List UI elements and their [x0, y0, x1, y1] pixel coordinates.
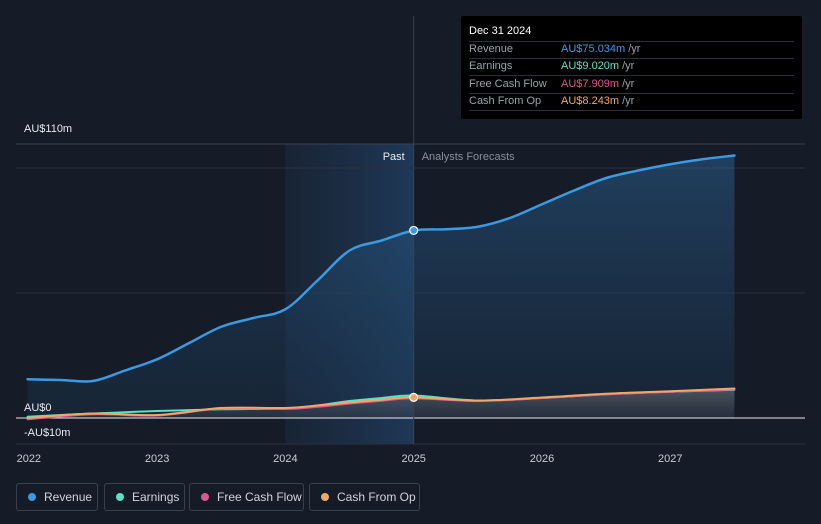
marker-cash-from-op: [409, 392, 419, 402]
tooltip-unit: /yr: [622, 78, 635, 90]
series-line-revenue: [26, 154, 736, 383]
x-tick-label: 2024: [273, 453, 297, 465]
series-line-cash-from-op: [26, 387, 736, 419]
tooltip-divider: [469, 93, 794, 94]
tooltip-value: AU$75.034m: [561, 43, 626, 55]
tooltip-unit: /yr: [628, 43, 641, 55]
legend-label: Revenue: [44, 490, 93, 504]
tooltip-divider: [469, 58, 794, 59]
x-tick-label: 2026: [530, 453, 554, 465]
tooltip-date: Dec 31 2024: [469, 25, 532, 37]
tooltip-value: AU$7.909m: [561, 78, 620, 90]
marker-revenue: [409, 225, 419, 236]
tooltip-value: AU$9.020m: [561, 60, 620, 72]
tooltip-value: AU$8.243m: [561, 95, 620, 107]
legend-dot-icon: [28, 493, 36, 501]
y-tick-label: AU$110m: [24, 123, 72, 135]
x-tick-label: 2023: [145, 453, 169, 465]
tooltip-label: Revenue: [469, 43, 514, 55]
tooltip-label: Free Cash Flow: [469, 78, 547, 90]
x-tick-label: 2027: [658, 453, 682, 465]
legend-label: Free Cash Flow: [217, 490, 302, 504]
tooltip-divider: [469, 110, 794, 111]
tooltip-label: Earnings: [469, 60, 513, 72]
legend-label: Earnings: [132, 490, 180, 504]
tooltip-row-cash-from-op: Cash From Op AU$8.243m/yr: [469, 95, 794, 112]
legend-item-cash-from-op[interactable]: Cash From Op: [309, 483, 420, 511]
legend-dot-icon: [116, 493, 124, 501]
tooltip-unit: /yr: [622, 60, 635, 72]
legend-item-revenue[interactable]: Revenue: [16, 483, 98, 511]
tooltip-label: Cash From Op: [469, 95, 542, 107]
x-tick-label: 2025: [401, 453, 425, 465]
tooltip-row-free-cash-flow: Free Cash Flow AU$7.909m/yr: [469, 78, 794, 95]
past-label: Past: [383, 151, 405, 163]
legend-dot-icon: [321, 493, 329, 501]
revenue-area: [27, 155, 735, 418]
y-tick-label: -AU$10m: [24, 427, 70, 439]
tooltip-divider: [469, 41, 794, 42]
legend-dot-icon: [201, 493, 209, 501]
legend-item-free-cash-flow[interactable]: Free Cash Flow: [189, 483, 304, 511]
legend-label: Cash From Op: [337, 490, 416, 504]
x-tick-label: 2022: [17, 453, 41, 465]
tooltip: Dec 31 2024 Revenue AU$75.034m/yr Earnin…: [461, 16, 802, 119]
tooltip-divider: [469, 75, 794, 76]
tooltip-row-earnings: Earnings AU$9.020m/yr: [469, 60, 794, 77]
y-tick-label: AU$0: [24, 402, 52, 414]
forecast-label: Analysts Forecasts: [422, 151, 515, 163]
tooltip-unit: /yr: [622, 95, 635, 107]
legend-item-earnings[interactable]: Earnings: [104, 483, 185, 511]
tooltip-row-revenue: Revenue AU$75.034m/yr: [469, 43, 794, 60]
